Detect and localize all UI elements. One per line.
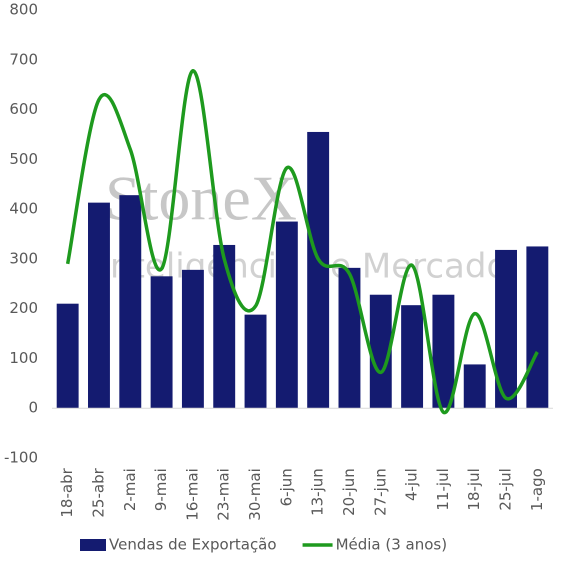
bar [119, 195, 142, 409]
bar [244, 314, 267, 409]
x-tick-label: 25-jul [497, 468, 515, 510]
x-tick-label: 4-jul [403, 468, 421, 501]
bar [307, 131, 330, 409]
legend-swatch [80, 539, 106, 551]
legend-label: Vendas de Exportação [109, 536, 277, 554]
x-tick-label: 20-jun [340, 468, 358, 516]
bar [88, 202, 110, 409]
x-tick-label: 30-mai [246, 468, 264, 520]
bar [181, 269, 204, 409]
bar [401, 305, 424, 409]
y-tick-label: 100 [9, 349, 38, 367]
y-tick-label: 300 [9, 249, 38, 267]
y-tick-label: -100 [4, 449, 38, 467]
bar [275, 221, 298, 409]
x-tick-label: 6-jun [277, 468, 295, 506]
x-tick-label: 16-mai [183, 468, 201, 520]
legend-label: Média (3 anos) [336, 536, 448, 554]
bar [526, 246, 549, 409]
x-tick-label: 27-jun [371, 468, 389, 516]
x-tick-label: 25-abr [89, 467, 107, 517]
x-tick-label: 9-mai [152, 468, 170, 511]
y-tick-label: 600 [9, 100, 38, 118]
bar [150, 276, 173, 409]
y-tick-label: 800 [9, 1, 38, 19]
x-tick-label: 18-abr [58, 467, 76, 517]
bar [463, 364, 486, 409]
bar [495, 249, 517, 409]
bar [432, 294, 455, 409]
y-tick-label: 700 [9, 50, 38, 68]
y-tick-label: 500 [9, 150, 38, 168]
line [65, 68, 539, 414]
x-tick-label: 2-mai [121, 468, 139, 511]
x-tick-label: 18-jul [465, 468, 483, 510]
bar [369, 294, 392, 409]
x-tick-label: 13-jun [309, 468, 327, 516]
bar [56, 303, 79, 409]
y-tick-label: 0 [28, 399, 38, 417]
bar [338, 267, 361, 409]
y-tick-label: 400 [9, 200, 38, 218]
x-tick-label: 23-mai [215, 468, 233, 520]
y-tick-label: 200 [9, 299, 38, 317]
x-tick-label: 11-jul [434, 468, 452, 510]
x-tick-label: 1-ago [528, 468, 546, 511]
bar [213, 244, 236, 409]
